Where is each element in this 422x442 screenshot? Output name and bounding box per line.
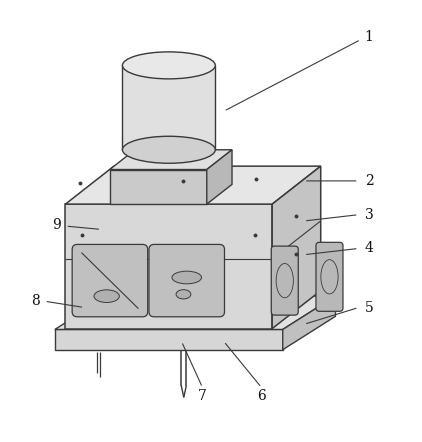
Text: 1: 1 xyxy=(365,30,374,45)
Polygon shape xyxy=(110,150,232,170)
Polygon shape xyxy=(283,296,335,350)
Text: 2: 2 xyxy=(365,174,373,188)
Polygon shape xyxy=(55,329,283,350)
Ellipse shape xyxy=(122,52,215,79)
Text: 3: 3 xyxy=(365,208,373,222)
Polygon shape xyxy=(207,150,232,204)
FancyBboxPatch shape xyxy=(316,242,343,311)
Polygon shape xyxy=(122,65,215,150)
Ellipse shape xyxy=(94,290,119,302)
Polygon shape xyxy=(55,296,335,329)
Ellipse shape xyxy=(172,271,202,284)
Ellipse shape xyxy=(176,290,191,299)
Text: 8: 8 xyxy=(32,294,40,308)
FancyBboxPatch shape xyxy=(72,244,148,317)
FancyBboxPatch shape xyxy=(149,244,225,317)
Ellipse shape xyxy=(122,136,215,163)
Polygon shape xyxy=(110,170,207,204)
Text: 9: 9 xyxy=(53,218,61,232)
Text: 6: 6 xyxy=(257,389,266,403)
Text: 7: 7 xyxy=(198,389,207,403)
Polygon shape xyxy=(65,166,321,204)
Text: 5: 5 xyxy=(365,301,373,315)
Polygon shape xyxy=(272,166,321,328)
Text: 4: 4 xyxy=(365,241,374,255)
FancyBboxPatch shape xyxy=(271,246,298,315)
Polygon shape xyxy=(65,204,272,328)
